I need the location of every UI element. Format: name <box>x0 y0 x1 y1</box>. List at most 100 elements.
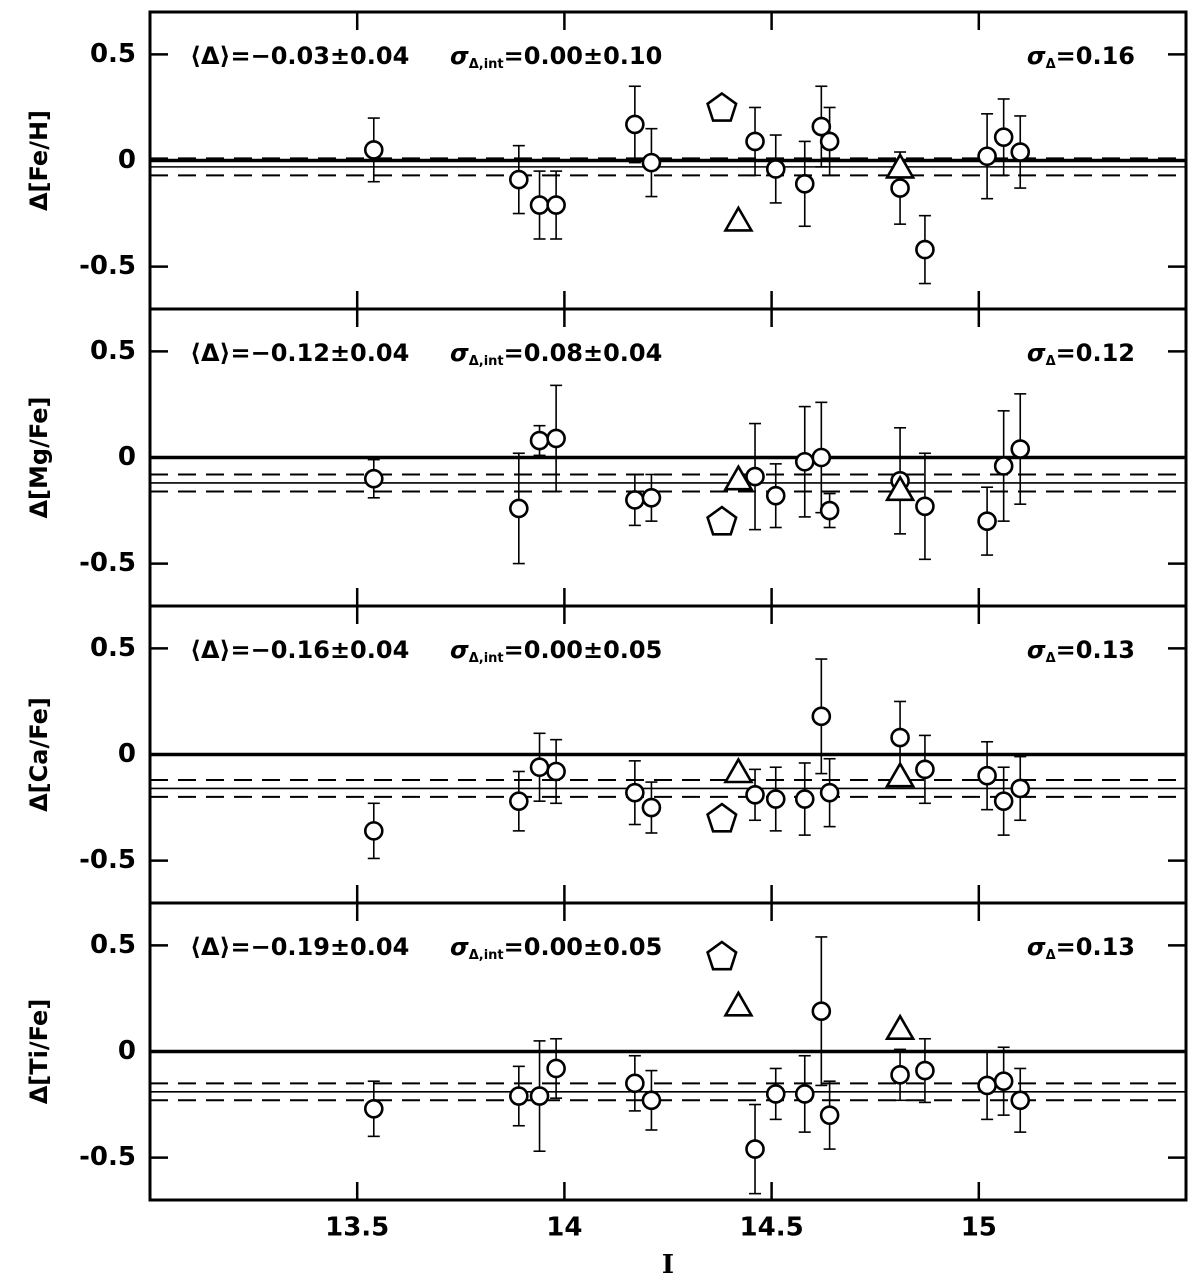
data-point <box>529 1086 550 1106</box>
data-point <box>1010 439 1031 459</box>
annotation-text: =0.13 <box>1056 636 1135 664</box>
data-point <box>977 146 997 167</box>
annotation-text: =0.00±0.05 <box>504 636 663 664</box>
data-point <box>819 500 840 521</box>
x-tick-label: 15 <box>961 1213 997 1243</box>
data-point <box>546 428 566 449</box>
panel: -0.5 0 0.5 13.5 14 14.5 15 I Δ[Ti/Fe] ⟨Δ⟩=−0.19±0… <box>25 901 1188 1280</box>
x-tick-label: 14 <box>546 1213 582 1243</box>
data-point <box>993 456 1014 476</box>
data-point <box>363 821 384 841</box>
data-point <box>745 785 765 805</box>
data-point <box>915 1060 935 1081</box>
data-point <box>819 131 840 152</box>
data-point <box>977 765 997 786</box>
data-point <box>811 1001 832 1021</box>
data-point <box>706 940 738 971</box>
x-tick-label: 13.5 <box>325 1213 389 1243</box>
data-point <box>706 802 738 833</box>
annotation-text: =0.13 <box>1056 933 1135 961</box>
y-axis-label: Δ[Ca/Fe] <box>25 697 53 812</box>
annotation-subscript: Δ,int <box>469 354 504 369</box>
data-point <box>819 782 840 803</box>
data-point <box>884 152 916 179</box>
y-tick-label: 0 <box>118 1036 136 1066</box>
data-point <box>794 1084 815 1104</box>
y-tick-label: 0.5 <box>90 336 136 366</box>
data-point <box>819 1105 840 1125</box>
annotation: σΔ=0.13 <box>1027 636 1135 666</box>
data-point <box>794 789 815 809</box>
data-point <box>546 195 566 215</box>
data-point <box>745 466 765 487</box>
annotation-symbol: σ <box>450 933 469 961</box>
data-point <box>641 1090 662 1111</box>
annotation: σΔ=0.16 <box>1027 42 1135 72</box>
data-point <box>915 239 935 260</box>
y-tick-label: 0.5 <box>90 930 136 960</box>
annotation-subscript: Δ,int <box>469 57 504 72</box>
data-point <box>641 488 662 508</box>
data-point <box>745 1139 765 1159</box>
data-point <box>723 756 754 784</box>
y-tick-label: 0 <box>118 442 136 472</box>
data-point <box>641 152 662 173</box>
annotation-text: ⟨Δ⟩=−0.16±0.04 <box>190 636 409 664</box>
annotation: σΔ,int=0.08±0.04 <box>450 339 662 369</box>
data-point <box>811 447 832 468</box>
data-point <box>884 474 916 502</box>
annotation: ⟨Δ⟩=−0.16±0.04 <box>190 636 409 664</box>
annotation-text: =0.00±0.10 <box>504 42 663 70</box>
annotation-text: =0.08±0.04 <box>504 339 663 367</box>
data-point <box>745 131 765 152</box>
data-point <box>723 205 754 232</box>
data-point <box>890 1065 910 1085</box>
annotation: σΔ,int=0.00±0.10 <box>450 42 662 72</box>
annotation-subscript: Δ <box>1046 354 1056 369</box>
y-axis-label: Δ[Ti/Fe] <box>25 999 53 1105</box>
data-point <box>765 485 786 506</box>
data-point <box>625 1073 645 1094</box>
annotation-symbol: σ <box>450 42 469 70</box>
annotation: ⟨Δ⟩=−0.03±0.04 <box>190 42 409 70</box>
data-point <box>884 1013 916 1040</box>
data-point <box>625 114 645 135</box>
annotation-subscript: Δ,int <box>469 651 504 666</box>
annotation: ⟨Δ⟩=−0.12±0.04 <box>190 339 409 367</box>
data-point <box>706 91 738 122</box>
data-point <box>509 1086 529 1106</box>
annotation: σΔ,int=0.00±0.05 <box>450 636 662 666</box>
annotation: σΔ=0.13 <box>1027 933 1135 963</box>
data-point <box>529 757 550 778</box>
y-tick-label: 0 <box>118 145 136 175</box>
annotation-text: ⟨Δ⟩=−0.12±0.04 <box>190 339 409 367</box>
data-point <box>1010 1090 1031 1111</box>
data-point <box>1010 778 1031 799</box>
data-point <box>546 761 566 782</box>
data-point <box>363 140 384 160</box>
data-point <box>529 195 550 215</box>
annotation-symbol: σ <box>450 636 469 664</box>
y-tick-label: 0.5 <box>90 633 136 663</box>
data-point <box>509 169 529 190</box>
data-point <box>794 451 815 472</box>
data-point <box>765 1084 786 1104</box>
annotation-symbol: σ <box>450 339 469 367</box>
plot-frame <box>148 901 1188 1202</box>
x-axis-label: I <box>662 1250 674 1280</box>
panel: -0.500.5Δ[Mg/Fe]⟨Δ⟩=−0.12±0.04 σΔ,int=0.0… <box>25 307 1188 608</box>
data-point <box>993 1071 1014 1091</box>
annotation-subscript: Δ <box>1046 651 1056 666</box>
data-point <box>890 727 910 748</box>
data-point <box>794 174 815 194</box>
annotation: σΔ,int=0.00±0.05 <box>450 933 662 963</box>
y-axis-label: Δ[Mg/Fe] <box>25 396 53 518</box>
data-point <box>723 464 754 491</box>
data-point <box>890 178 910 198</box>
y-axis-label: Δ[Fe/H] <box>25 110 53 211</box>
annotation-text: =0.12 <box>1056 339 1135 367</box>
annotation-text: ⟨Δ⟩=−0.03±0.04 <box>190 42 409 70</box>
data-point <box>915 496 935 517</box>
